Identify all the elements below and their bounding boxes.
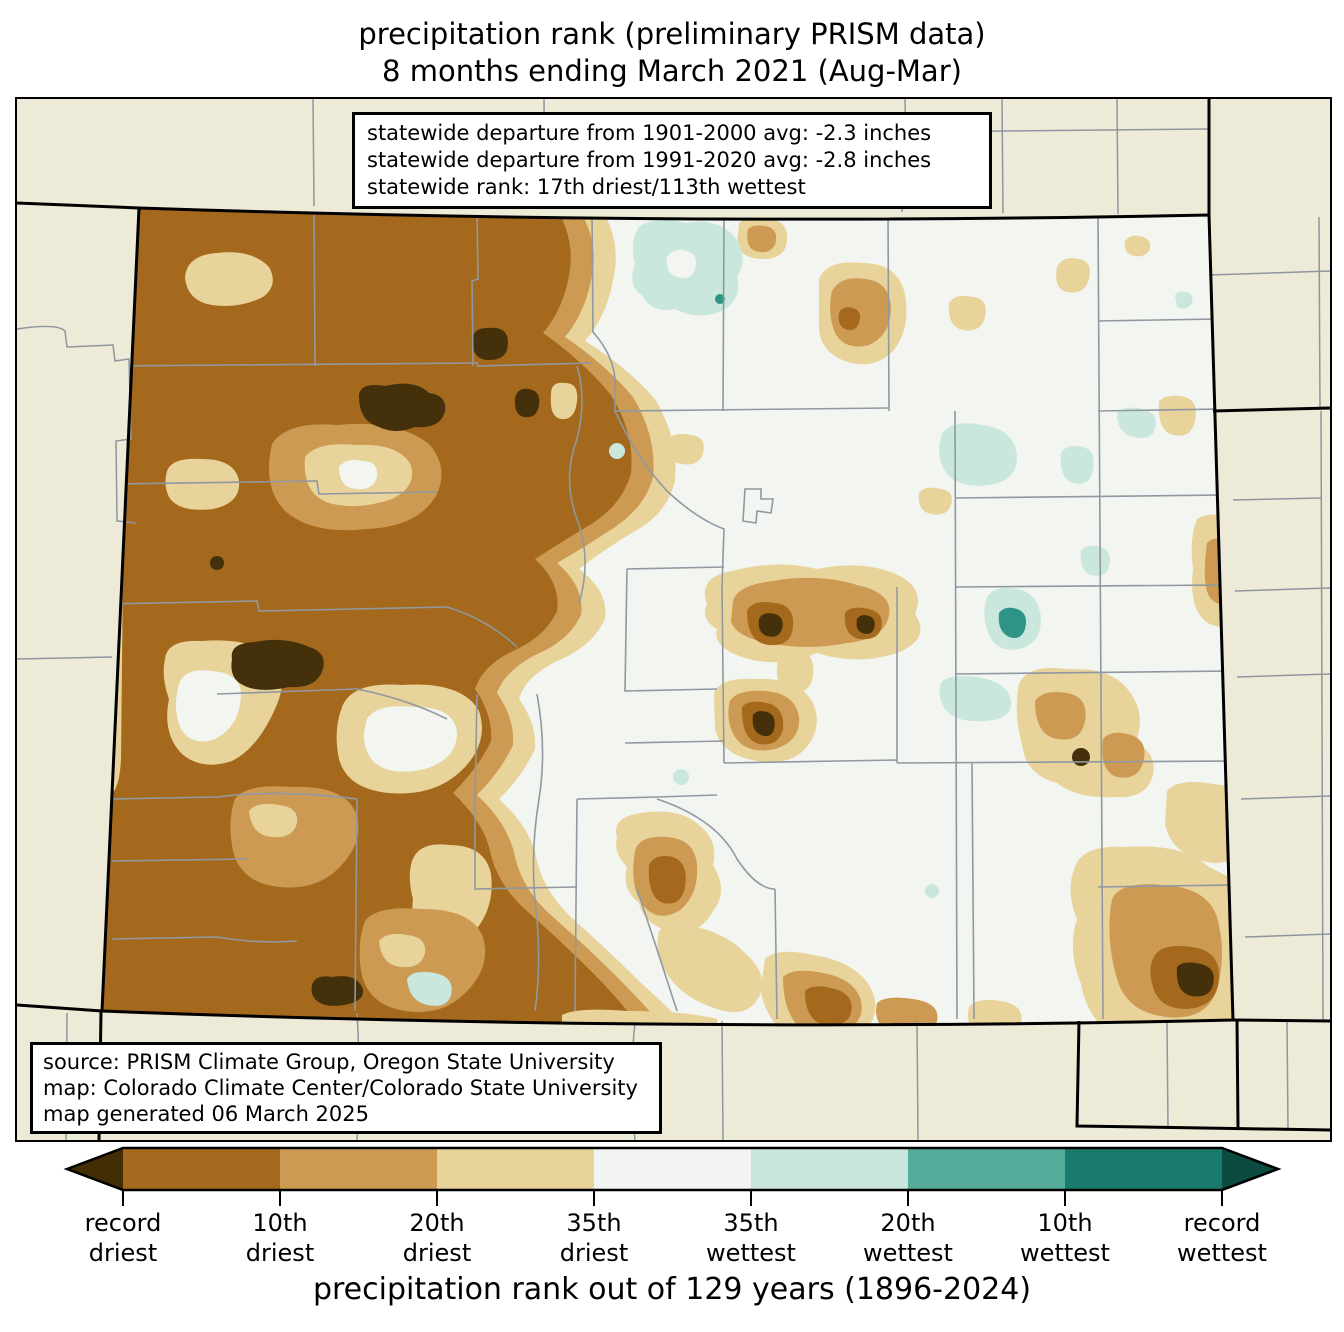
colorbar-segment-20th-driest (280, 1148, 437, 1190)
county-lines (106, 209, 1233, 1020)
colorbar-label-35th-wettest: 35th wettest (706, 1209, 796, 1267)
colorbar-label-35th-driest: 35th driest (559, 1209, 629, 1267)
stats-line2: statewide departure from 1991-2020 avg: … (367, 148, 932, 172)
colorbar-segment-20th-wettest (908, 1148, 1065, 1190)
colorbar-label-20th-wettest: 20th wettest (863, 1209, 953, 1267)
colorbar-caption: precipitation rank out of 129 years (189… (312, 1272, 1032, 1307)
neighbor-state-lines (17, 99, 1330, 1140)
colorado-precip-map (17, 99, 1330, 1140)
colorbar-arrow-record-driest (67, 1148, 123, 1190)
source-line1: source: PRISM Climate Group, Oregon Stat… (43, 1050, 615, 1074)
source-line3: map generated 06 March 2025 (43, 1102, 370, 1126)
stats-line3: statewide rank: 17th driest/113th wettes… (367, 175, 806, 199)
page-title: precipitation rank (preliminary PRISM da… (0, 16, 1344, 90)
colorbar-segment-near-normal (594, 1148, 751, 1190)
colorbar (63, 1146, 1282, 1206)
colorbar-label-20th-driest: 20th driest (402, 1209, 472, 1267)
source-box: source: PRISM Climate Group, Oregon Stat… (30, 1042, 662, 1134)
state-border (100, 206, 1235, 1027)
precip-contours (102, 208, 1233, 1025)
map-panel (15, 97, 1332, 1142)
colorbar-segment-10th-driest (123, 1148, 280, 1190)
colorbar-segment-35th-driest (437, 1148, 594, 1190)
stats-box: statewide departure from 1901-2000 avg: … (352, 112, 992, 209)
title-line1: precipitation rank (preliminary PRISM da… (358, 17, 986, 51)
colorbar-label-10th-driest: 10th driest (245, 1209, 315, 1267)
colorbar-segment-35th-wettest (751, 1148, 908, 1190)
colorbar-label-10th-wettest: 10th wettest (1020, 1209, 1110, 1267)
colorbar-arrow-record-wettest (1222, 1148, 1278, 1190)
colorbar-label-record-wettest: record wettest (1177, 1209, 1267, 1267)
colorbar-segment-10th-wettest (1065, 1148, 1222, 1190)
colorbar-label-record-driest: record driest (84, 1209, 162, 1267)
title-line2: 8 months ending March 2021 (Aug-Mar) (382, 54, 962, 88)
stats-line1: statewide departure from 1901-2000 avg: … (367, 121, 932, 145)
source-line2: map: Colorado Climate Center/Colorado St… (43, 1076, 638, 1100)
colorbar-ticks (122, 1190, 1223, 1206)
